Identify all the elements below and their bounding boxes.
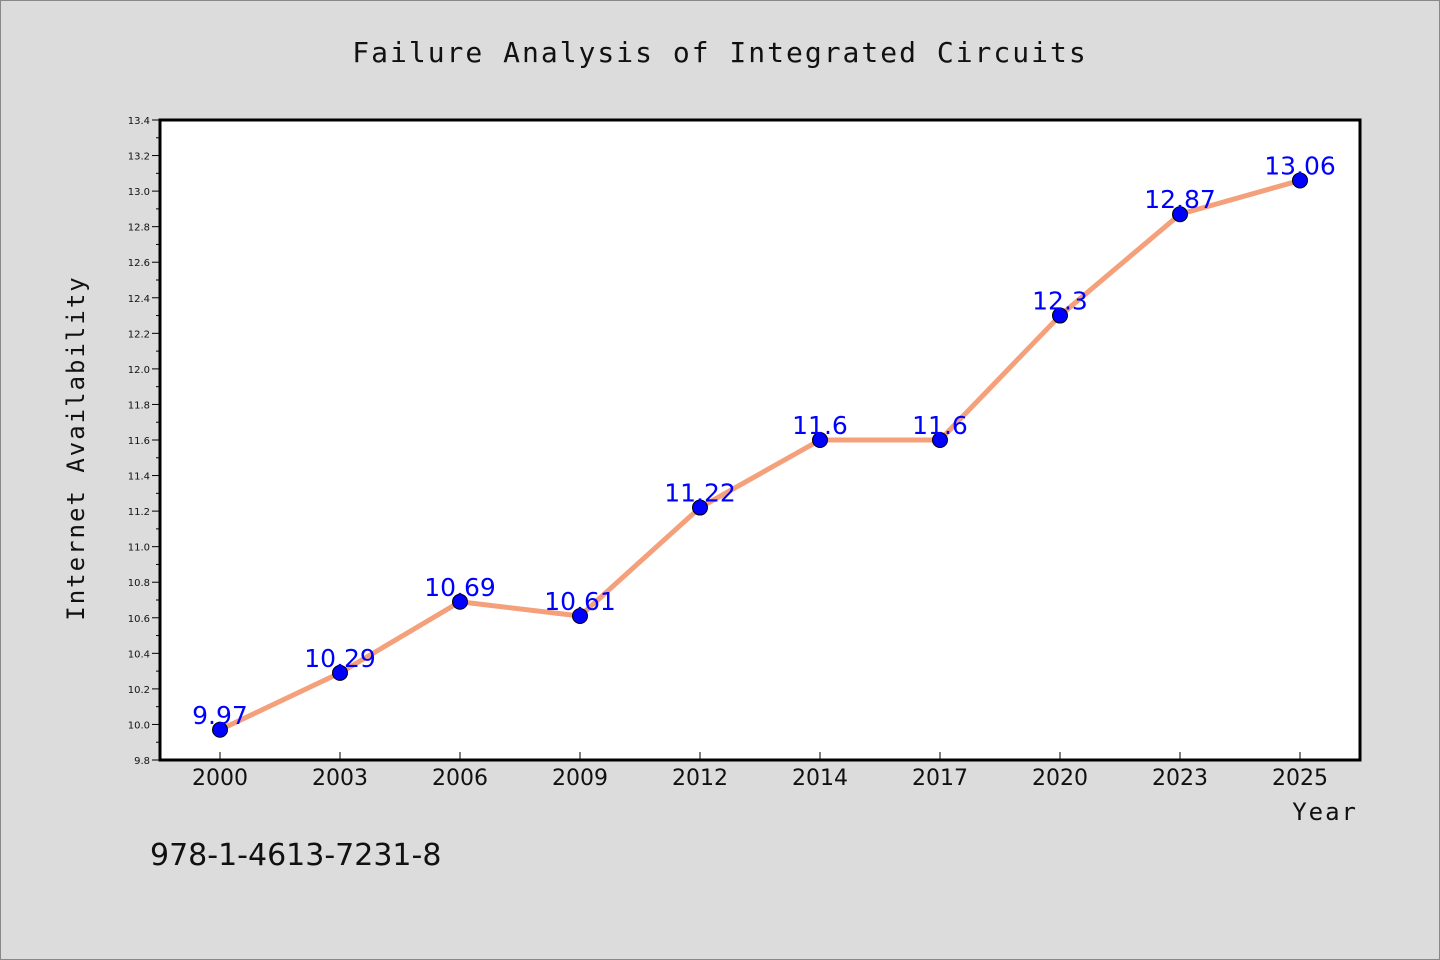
x-tick-label: 2009 xyxy=(552,766,608,791)
data-point xyxy=(692,499,708,516)
data-point xyxy=(812,432,828,448)
data-point xyxy=(1172,206,1188,223)
data-point xyxy=(932,432,948,448)
y-tick-label: 12.6 xyxy=(128,258,150,269)
chart-title: Failure Analysis of Integrated Circuits xyxy=(352,36,1087,69)
data-label: 11.6 xyxy=(912,411,968,440)
y-tick-label: 10.6 xyxy=(128,614,150,625)
x-tick-label: 2000 xyxy=(192,766,248,791)
data-point xyxy=(212,721,228,738)
y-tick-label: 11.4 xyxy=(128,472,150,483)
x-tick-label: 2014 xyxy=(792,766,848,791)
data-point xyxy=(572,608,588,624)
x-axis: 2000 2003 2006 2009 2012 2014 2017 2020 2023 2025 xyxy=(192,752,1328,791)
data-point xyxy=(1052,307,1068,324)
data-label: 13.06 xyxy=(1264,151,1336,180)
series-line xyxy=(217,177,1303,733)
data-point xyxy=(452,593,468,610)
x-tick-label: 2012 xyxy=(672,766,728,791)
y-tick-label: 12.4 xyxy=(128,294,150,305)
data-label: 11.6 xyxy=(792,411,848,440)
data-point xyxy=(332,664,348,681)
isbn-text: 978-1-4613-7231-8 xyxy=(150,838,441,873)
y-tick-label: 11.8 xyxy=(128,400,150,411)
y-tick-label: 12.8 xyxy=(128,223,150,234)
x-tick-label: 2025 xyxy=(1272,766,1328,791)
y-tick-label: 11.6 xyxy=(128,436,150,447)
y-tick-label: 10.4 xyxy=(128,649,150,660)
y-tick-label: 12.0 xyxy=(128,365,150,376)
y-tick-label: 13.2 xyxy=(128,152,150,163)
y-tick-label: 10.8 xyxy=(128,578,150,589)
y-tick-label: 13.0 xyxy=(128,187,150,198)
data-labels-group: 9.97 10.29 10.69 10.61 11.22 11.6 11.6 12.3 12.8… xyxy=(192,151,1336,729)
data-label: 12.87 xyxy=(1144,185,1216,214)
data-label: 9.97 xyxy=(192,701,248,730)
markers-group xyxy=(212,172,1308,738)
y-tick-label: 11.2 xyxy=(128,507,150,518)
data-label: 12.3 xyxy=(1032,287,1088,316)
y-tick-label: 9.8 xyxy=(134,756,150,767)
y-tick-label: 13.4 xyxy=(128,116,150,127)
data-point xyxy=(1292,172,1308,189)
y-tick-label: 11.0 xyxy=(128,543,150,554)
x-tick-label: 2006 xyxy=(432,766,488,791)
plot-area xyxy=(158,118,1362,762)
data-label: 10.61 xyxy=(544,587,616,616)
y-axis-label: Internet Availability xyxy=(62,275,90,620)
data-label: 11.22 xyxy=(664,479,736,508)
x-tick-label: 2023 xyxy=(1152,766,1208,791)
y-tick-label: 10.0 xyxy=(128,720,150,731)
x-tick-label: 2003 xyxy=(312,766,368,791)
data-label: 10.29 xyxy=(304,644,376,673)
y-tick-label: 12.2 xyxy=(128,329,150,340)
series-line-group xyxy=(217,177,1303,733)
y-tick-label: 10.2 xyxy=(128,685,150,696)
y-axis: 9.8 10.0 10.2 10.4 10.6 10.8 11.0 11.2 11.4 11.6 1… xyxy=(128,116,160,767)
x-tick-label: 2017 xyxy=(912,766,968,791)
x-tick-label: 2020 xyxy=(1032,766,1088,791)
data-label: 10.69 xyxy=(424,573,496,602)
x-axis-label: Year xyxy=(1292,798,1358,826)
